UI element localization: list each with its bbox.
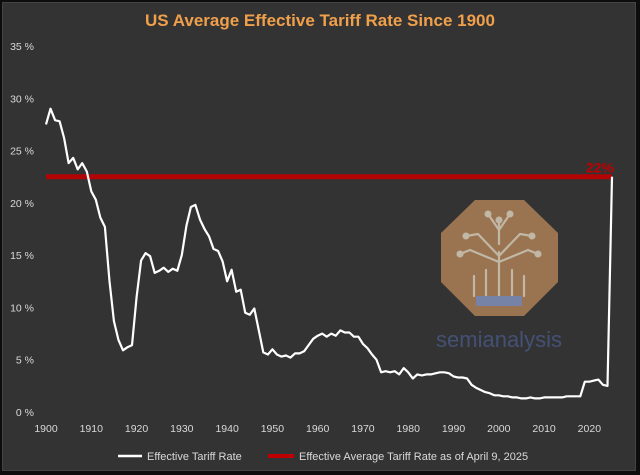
- x-tick-label: 2000: [487, 423, 511, 435]
- legend: Effective Tariff Rate Effective Average …: [118, 451, 528, 463]
- y-tick-label: 25 %: [10, 146, 34, 158]
- x-tick-label: 1910: [80, 423, 104, 435]
- x-axis-ticks: 1900 1910 1920 1930 1940 1950 1960 1970 1980 1990…: [34, 423, 601, 435]
- y-tick-label: 10 %: [10, 302, 34, 314]
- x-tick-label: 1970: [351, 423, 375, 435]
- effective-tariff-rate-line: [44, 107, 614, 400]
- legend-label-effective-tariff-rate: Effective Tariff Rate: [147, 451, 242, 463]
- logo-base: [476, 296, 522, 306]
- y-axis-ticks: 0 % 5 % 10 % 15 % 20 % 25 % 30 % 35 %: [10, 41, 34, 419]
- y-tick-label: 35 %: [10, 41, 34, 53]
- x-tick-label: 1980: [397, 423, 421, 435]
- x-tick-label: 1960: [306, 423, 330, 435]
- reference-line-label: 22%: [586, 160, 615, 176]
- chart-title: US Average Effective Tariff Rate Since 1…: [145, 11, 495, 30]
- y-tick-label: 30 %: [10, 93, 34, 105]
- x-tick-label: 1950: [261, 423, 285, 435]
- y-tick-label: 20 %: [10, 198, 34, 210]
- x-tick-label: 1940: [215, 423, 239, 435]
- logo-wordmark: semianalysis: [436, 327, 562, 352]
- y-tick-label: 0 %: [16, 407, 34, 419]
- x-tick-label: 1990: [442, 423, 466, 435]
- semianalysis-logo: semianalysis: [436, 200, 562, 352]
- y-tick-label: 5 %: [16, 355, 34, 367]
- y-tick-label: 15 %: [10, 250, 34, 262]
- legend-label-april-2025-rate: Effective Average Tariff Rate as of Apri…: [299, 451, 528, 463]
- x-tick-label: 1900: [34, 423, 58, 435]
- x-tick-label: 2020: [578, 423, 602, 435]
- logo-tree-nodes: [456, 210, 542, 258]
- x-tick-label: 1920: [125, 423, 149, 435]
- x-tick-label: 1930: [170, 423, 194, 435]
- x-tick-label: 2010: [532, 423, 556, 435]
